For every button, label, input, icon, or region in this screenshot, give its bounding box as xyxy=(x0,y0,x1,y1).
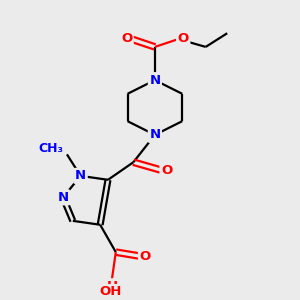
Text: O: O xyxy=(161,164,172,176)
Text: CH₃: CH₃ xyxy=(38,142,63,155)
Text: N: N xyxy=(58,191,69,204)
Text: H: H xyxy=(106,280,118,293)
Text: OH: OH xyxy=(100,285,122,298)
Text: N: N xyxy=(149,128,161,141)
Text: O: O xyxy=(121,32,132,45)
Text: N: N xyxy=(75,169,86,182)
Text: O: O xyxy=(140,250,151,262)
Text: O: O xyxy=(178,32,189,45)
Text: N: N xyxy=(149,74,161,87)
